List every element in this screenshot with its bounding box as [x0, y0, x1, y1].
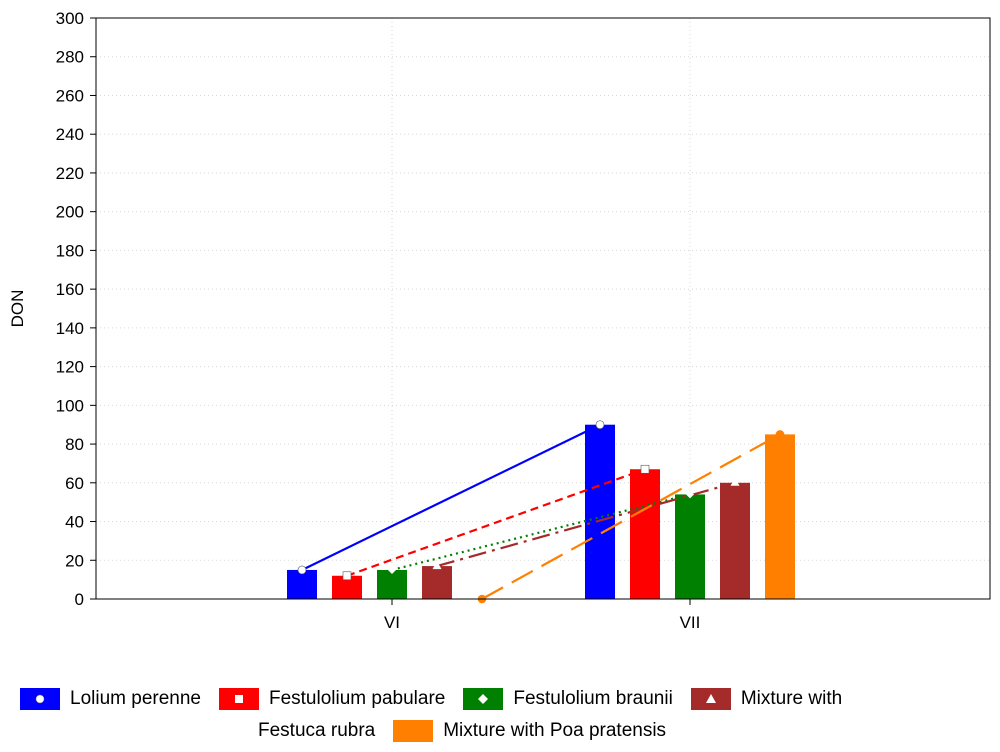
- legend-swatch: [690, 688, 731, 710]
- legend-label: Lolium perenne: [70, 688, 201, 709]
- point-markers: [297, 420, 785, 604]
- y-tick-label: 200: [56, 203, 84, 222]
- legend-item-festuca-rubra-wrap: Festuca rubra: [258, 720, 375, 742]
- y-tick-label: 260: [56, 86, 84, 105]
- y-tick-label: 0: [75, 590, 84, 609]
- legend-item-mixture-poa-pratensis: Mixture with Poa pratensis: [393, 720, 666, 742]
- y-tick-label: 120: [56, 358, 84, 377]
- legend: Lolium perenne Festulolium pabulare Fest…: [0, 680, 1000, 752]
- bar: [422, 566, 452, 599]
- plot-frame: [95, 17, 991, 600]
- y-tick-label: 240: [56, 125, 84, 144]
- bar: [332, 575, 362, 599]
- legend-label: Mixture with Poa pratensis: [443, 720, 667, 741]
- grid-lines: [96, 18, 990, 599]
- trend-lines: [301, 423, 781, 600]
- point-marker: [388, 565, 396, 574]
- legend-swatch: [218, 688, 259, 710]
- legend-item-lolium-perenne: Lolium perenne: [20, 688, 201, 710]
- bar: [585, 424, 615, 599]
- series-line: [436, 481, 736, 568]
- bar: [765, 434, 795, 599]
- bar: [630, 469, 660, 599]
- y-axis: 0 20 40 60 80 100 120 140 160 180 200 220 240 260 280 3…: [56, 9, 96, 609]
- point-marker: [342, 571, 352, 581]
- y-tick-label: 40: [65, 513, 84, 532]
- legend-label: Mixture with: [740, 688, 843, 709]
- y-axis-title: DON: [8, 290, 27, 328]
- y-tick-label: 280: [56, 48, 84, 67]
- legend-row: Festuca rubra Mixture with Poa pratensis: [258, 720, 684, 742]
- point-marker: [432, 561, 442, 570]
- legend-swatch: [393, 720, 434, 742]
- series-line: [301, 423, 601, 571]
- point-marker: [730, 477, 740, 486]
- legend-item-festulolium-braunii: Festulolium braunii: [463, 688, 673, 710]
- legend-label: Festuca rubra: [258, 720, 376, 741]
- legend-swatch: [20, 688, 60, 710]
- triangle-marker-icon: [705, 694, 716, 703]
- x-tick-label: VII: [680, 613, 701, 632]
- y-tick-label: 100: [56, 396, 84, 415]
- bar: [287, 569, 317, 599]
- y-tick-label: 180: [56, 241, 84, 260]
- point-marker: [686, 490, 694, 499]
- bars: [287, 424, 795, 599]
- y-tick-label: 220: [56, 164, 84, 183]
- y-tick-label: 80: [65, 435, 84, 454]
- x-axis: VI VII: [384, 599, 700, 632]
- point-marker: [775, 430, 785, 439]
- point-marker: [595, 420, 605, 430]
- bar: [377, 569, 407, 599]
- circle-marker-icon: [35, 694, 45, 704]
- bar: [720, 482, 750, 599]
- x-tick-label: VI: [384, 613, 400, 632]
- y-tick-label: 60: [65, 474, 84, 493]
- diamond-marker-icon: [478, 694, 489, 704]
- y-tick-label: 160: [56, 280, 84, 299]
- point-marker: [640, 464, 650, 474]
- series-line: [346, 468, 646, 577]
- series-line: [481, 433, 781, 600]
- y-tick-label: 300: [56, 9, 84, 28]
- legend-item-festulolium-pabulare: Festulolium pabulare: [218, 688, 446, 710]
- square-marker-icon: [234, 695, 243, 703]
- y-tick-label: 140: [56, 319, 84, 338]
- y-tick-label: 20: [65, 551, 84, 570]
- bar: [675, 494, 705, 599]
- legend-label: Festulolium pabulare: [268, 688, 446, 709]
- legend-label: Festulolium braunii: [513, 688, 673, 709]
- legend-swatch: [463, 688, 504, 710]
- point-marker: [297, 565, 307, 575]
- legend-row: Lolium perenne Festulolium pabulare Fest…: [20, 688, 860, 710]
- legend-item-mixture-festuca-rubra: Mixture with: [690, 688, 843, 710]
- chart: 0 20 40 60 80 100 120 140 160 180 200 220 240 260 280 3…: [8, 9, 991, 632]
